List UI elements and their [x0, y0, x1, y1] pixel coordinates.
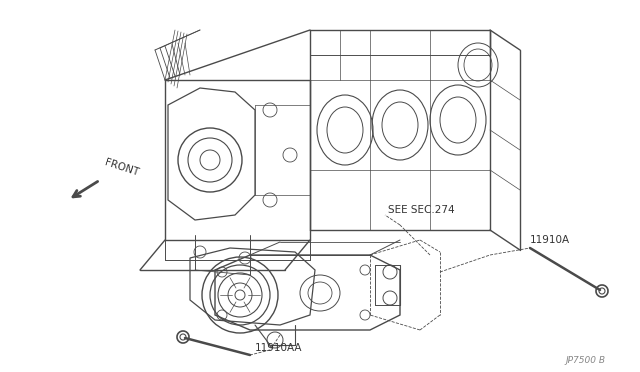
Text: JP7500 B: JP7500 B	[565, 356, 605, 365]
Text: FRONT: FRONT	[103, 158, 140, 178]
Text: 11910AA: 11910AA	[255, 343, 303, 353]
Text: SEE SEC.274: SEE SEC.274	[388, 205, 454, 215]
Text: 11910A: 11910A	[530, 235, 570, 245]
